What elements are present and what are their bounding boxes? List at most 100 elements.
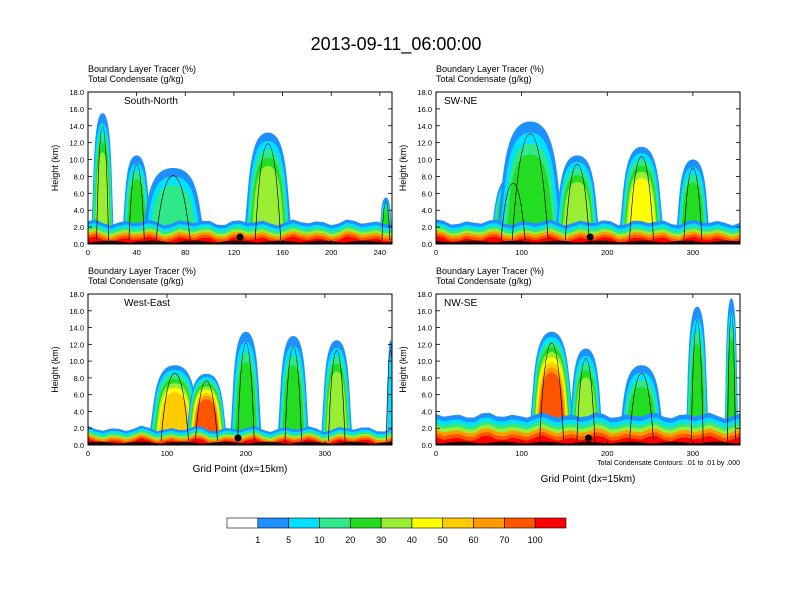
- site-marker: [234, 434, 242, 442]
- panel-subtitle: Total Condensate (g/kg): [436, 74, 532, 84]
- panel-2: Boundary Layer Tracer (%)Total Condensat…: [398, 64, 741, 257]
- x-tick-label: 0: [434, 248, 438, 257]
- x-axis-label: Grid Point (dx=15km): [541, 474, 636, 485]
- y-axis-label: Height (km): [398, 346, 408, 393]
- y-tick-label: 2.0: [74, 424, 84, 433]
- plot-frame: [435, 91, 741, 245]
- tracer-plume-contour: [233, 362, 259, 445]
- y-tick-label: 8.0: [74, 172, 84, 181]
- condensate-contour: [284, 346, 302, 442]
- colorbar-label: 20: [345, 535, 355, 545]
- x-tick-label: 300: [319, 449, 332, 458]
- colorbar-label: 60: [469, 535, 479, 545]
- colorbar-swatch: [226, 517, 259, 529]
- terrain: [436, 441, 740, 445]
- y-tick-label: 12.0: [417, 340, 432, 349]
- y-tick-label: 16.0: [417, 105, 432, 114]
- colorbar-label: 70: [499, 535, 509, 545]
- tracer-plume-contour: [281, 365, 306, 445]
- y-tick-label: 12.0: [69, 340, 84, 349]
- y-tick-label: 8.0: [422, 374, 432, 383]
- panel-3: Boundary Layer Tracer (%)Total Condensat…: [50, 266, 393, 475]
- y-tick-label: 4.0: [74, 407, 84, 416]
- x-tick-label: 200: [240, 449, 253, 458]
- condensate-contour: [683, 167, 703, 241]
- plot-area: [436, 92, 740, 244]
- panel-label: West-East: [124, 298, 170, 309]
- y-tick-label: 4.0: [422, 206, 432, 215]
- colorbar-label: 10: [314, 535, 324, 545]
- condensate-contour: [629, 372, 654, 442]
- y-tick-label: 4.0: [74, 206, 84, 215]
- x-tick-label: 200: [601, 449, 614, 458]
- y-tick-label: 6.0: [422, 189, 432, 198]
- y-tick-label: 6.0: [74, 391, 84, 400]
- terrain: [88, 240, 392, 244]
- panel-subtitle: Boundary Layer Tracer (%): [88, 64, 196, 74]
- x-tick-label: 160: [276, 248, 289, 257]
- plot-frame: [87, 91, 393, 245]
- condensate-contour: [96, 125, 109, 241]
- condensate-contour: [386, 350, 392, 442]
- condensate-contour: [511, 133, 549, 241]
- y-axis-label: Height (km): [50, 346, 60, 393]
- x-tick-label: 100: [515, 248, 528, 257]
- site-marker: [236, 233, 244, 241]
- terrain: [88, 441, 392, 445]
- x-tick-label: 100: [515, 449, 528, 458]
- colorbar-label: 5: [286, 535, 291, 545]
- x-tick-label: 100: [161, 449, 174, 458]
- x-tick-label: 200: [325, 248, 338, 257]
- figure-title: 2013-09-11_06:00:00: [311, 34, 482, 55]
- colorbar-swatch: [288, 517, 320, 529]
- colorbar-swatch: [349, 517, 382, 529]
- y-tick-label: 0.0: [74, 240, 84, 249]
- colorbar-swatch: [504, 517, 536, 529]
- panel-label: NW-SE: [444, 298, 477, 309]
- condensate-contour: [128, 163, 145, 241]
- plot-frame: [87, 293, 393, 446]
- y-tick-label: 8.0: [74, 374, 84, 383]
- panel-label: South-North: [124, 96, 178, 107]
- y-tick-label: 4.0: [422, 407, 432, 416]
- panel-subtitle: Total Condensate (g/kg): [88, 276, 184, 286]
- y-tick-label: 10.0: [417, 156, 432, 165]
- x-tick-label: 300: [687, 248, 700, 257]
- plot-area: [88, 92, 392, 244]
- x-tick-label: 0: [86, 449, 90, 458]
- terrain: [436, 240, 740, 244]
- colorbar-swatch: [319, 517, 351, 529]
- x-tick-label: 300: [687, 449, 700, 458]
- condensate-contour: [254, 143, 282, 241]
- colorbar-label: 50: [438, 535, 448, 545]
- panel-label: SW-NE: [444, 96, 477, 107]
- y-tick-label: 10.0: [417, 357, 432, 366]
- y-tick-label: 0.0: [74, 441, 84, 450]
- x-tick-label: 200: [601, 248, 614, 257]
- y-tick-label: 2.0: [422, 424, 432, 433]
- y-tick-label: 10.0: [69, 156, 84, 165]
- y-tick-label: 16.0: [69, 105, 84, 114]
- condensate-contour: [381, 201, 391, 241]
- condensate-contour: [160, 372, 190, 442]
- colorbar-label: 30: [376, 535, 386, 545]
- condensate-contour: [576, 357, 596, 442]
- condensate-contour: [155, 175, 191, 241]
- y-tick-label: 8.0: [422, 172, 432, 181]
- condensate-contour: [500, 182, 526, 241]
- y-axis-label: Height (km): [398, 145, 408, 192]
- y-tick-label: 14.0: [417, 122, 432, 131]
- y-tick-label: 0.0: [422, 441, 432, 450]
- condensate-contour: [629, 156, 654, 241]
- contour-note: Total Condensate Contours: .01 to .01 by…: [597, 460, 740, 467]
- colorbar-swatch: [442, 517, 474, 529]
- colorbar-label: 40: [407, 535, 417, 545]
- y-tick-label: 14.0: [417, 324, 432, 333]
- colorbar: 1 5 10 20 30 40 50 60 70 100: [226, 517, 567, 545]
- y-tick-label: 12.0: [417, 139, 432, 148]
- colorbar-swatch: [534, 517, 567, 529]
- plot-area: [88, 294, 392, 445]
- y-tick-label: 18.0: [69, 88, 84, 97]
- condensate-contour: [727, 312, 736, 442]
